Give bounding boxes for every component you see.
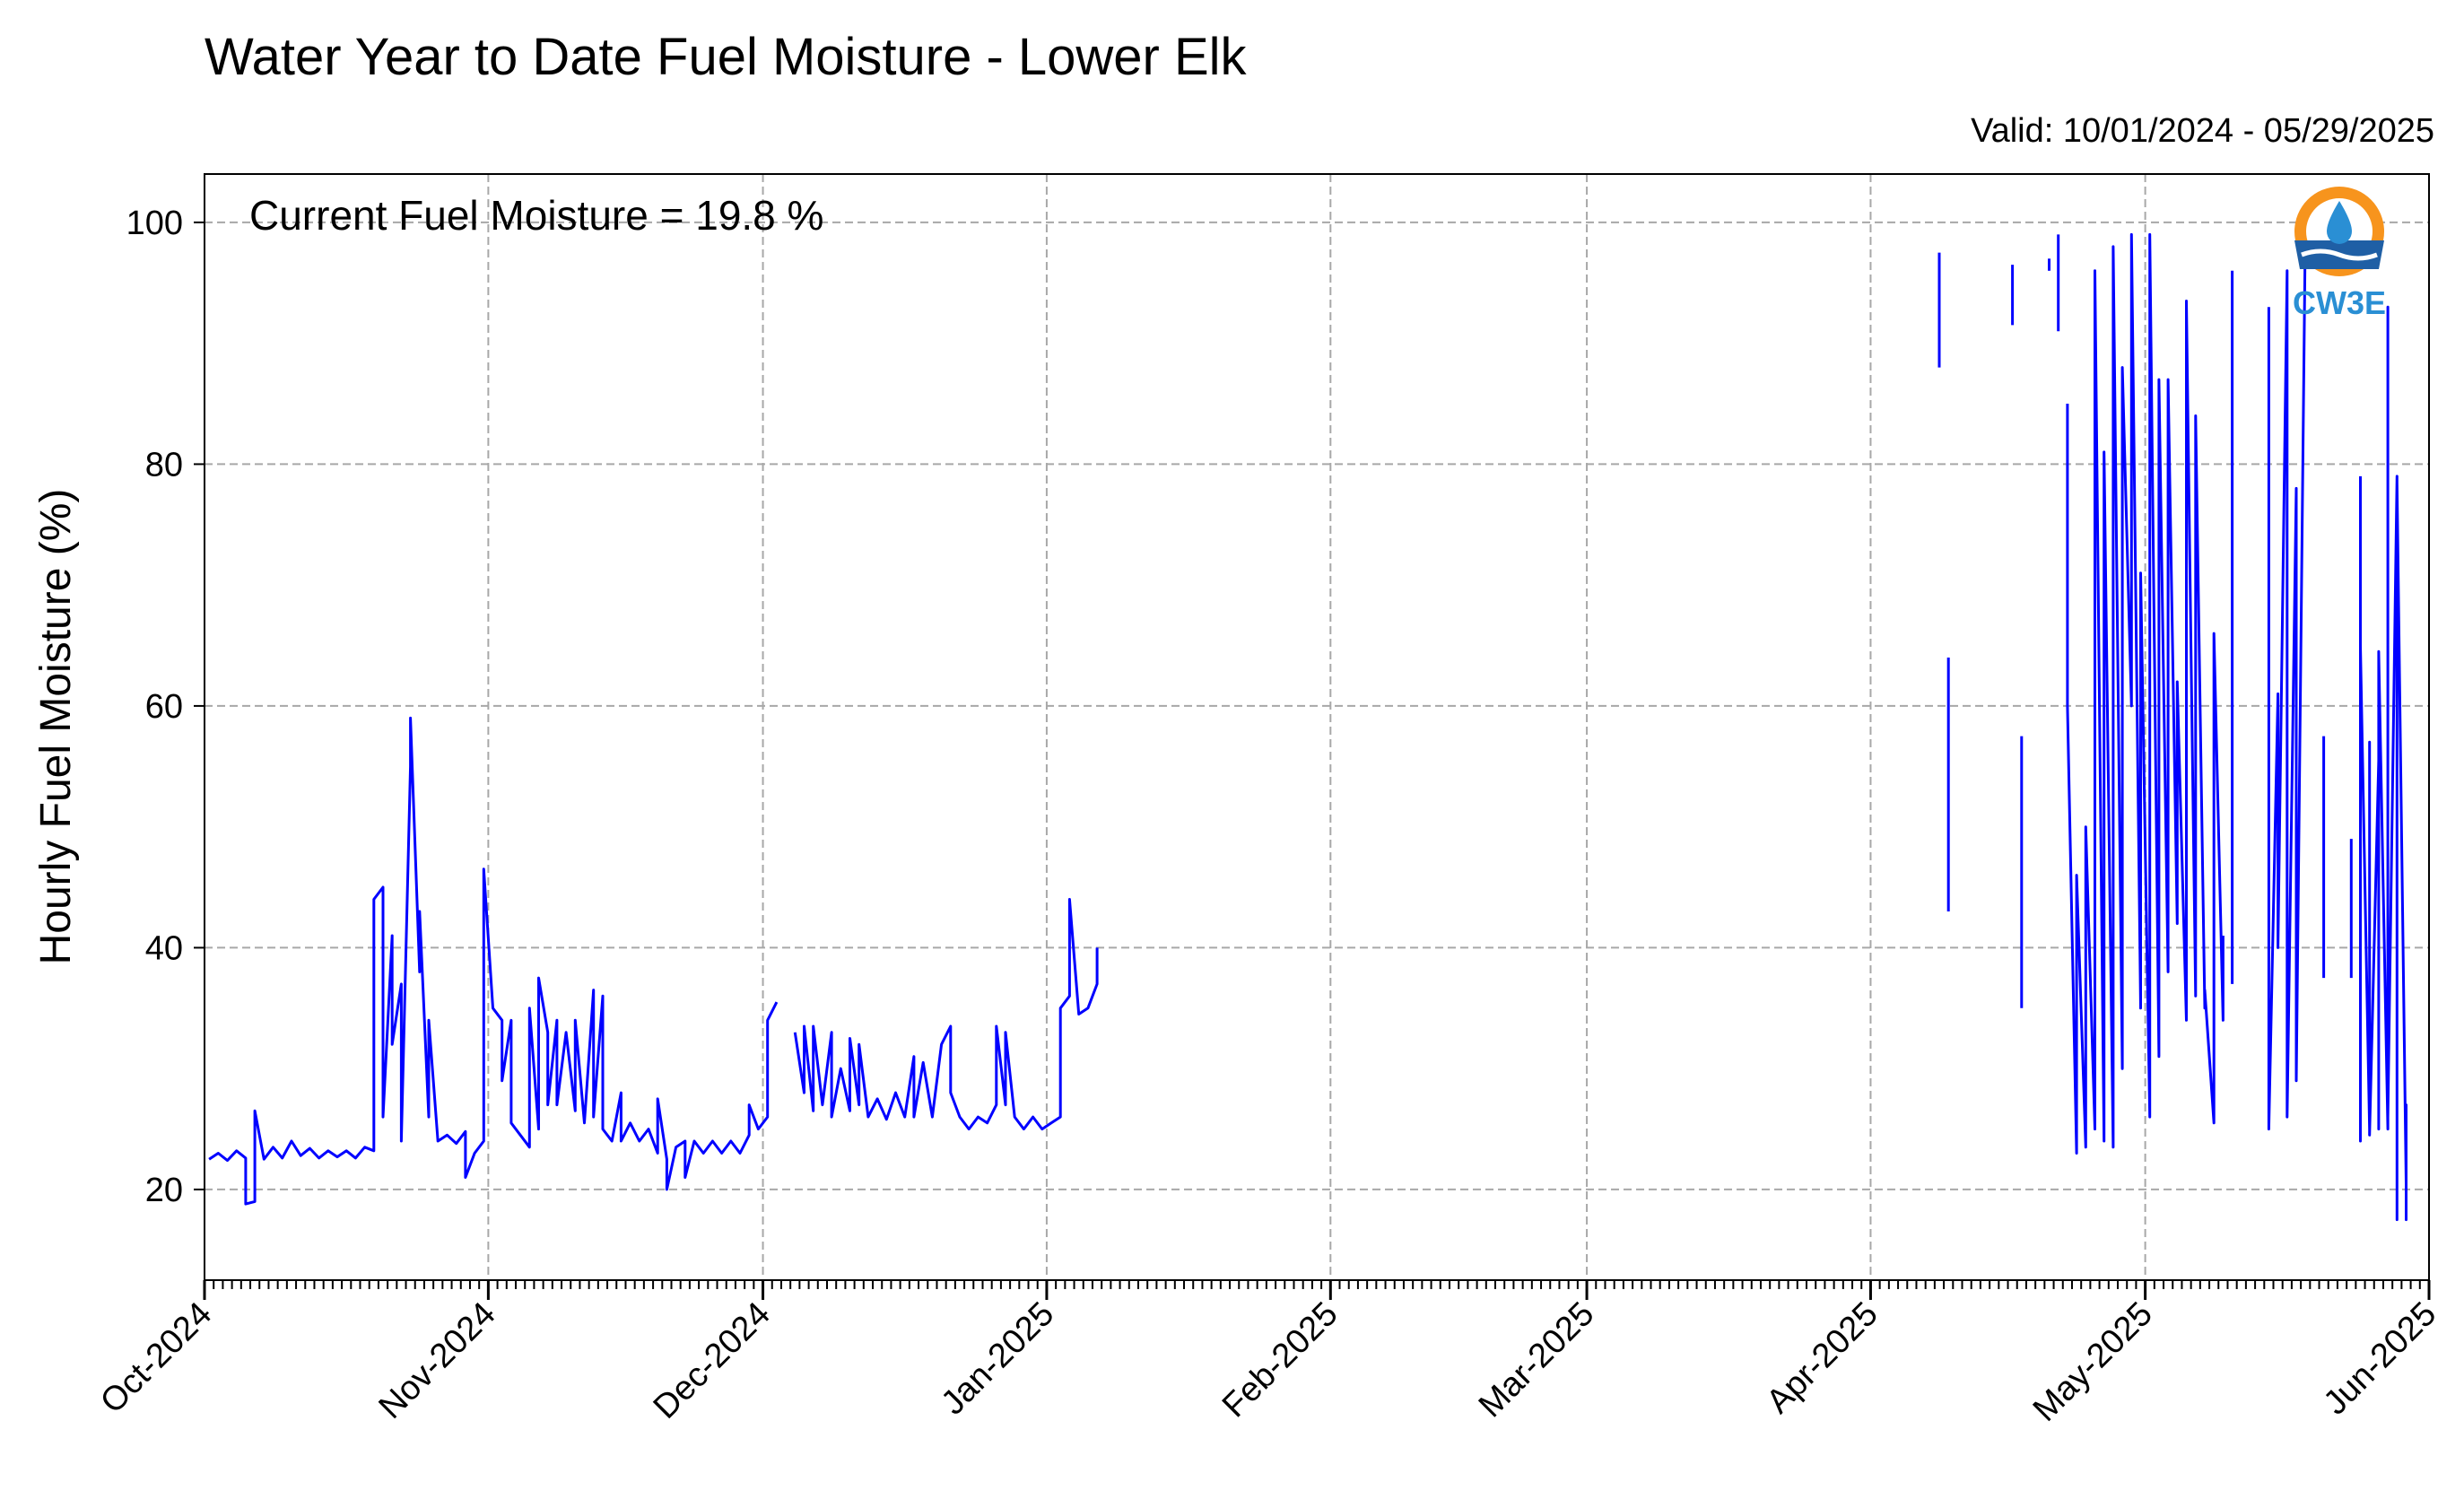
x-tick-label: Mar-2025 (1472, 1295, 1602, 1425)
fuel-moisture-line-segment (2359, 305, 2407, 1222)
y-tick-label: 60 (145, 688, 183, 726)
y-tick-label: 20 (145, 1172, 183, 1209)
y-tick-label: 80 (145, 446, 183, 484)
label-layer: 20 40 60 80 100 Oct-2024 Nov-2024 Dec-2024 Jan-2… (93, 205, 2443, 1429)
plot-frame (204, 173, 2430, 1281)
x-tick-label: Feb-2025 (1215, 1295, 1345, 1425)
cw3e-logo: CW3E (2293, 187, 2386, 321)
fuel-moisture-line-segment (793, 898, 1099, 1131)
x-tick-label: Oct-2024 (93, 1295, 219, 1421)
fuel-moisture-line-segment (2267, 222, 2307, 1131)
x-tick-label: Apr-2025 (1760, 1295, 1885, 1421)
y-tick-label: 40 (145, 929, 183, 967)
x-tick-label: Dec-2024 (647, 1295, 778, 1426)
tick-layer (194, 221, 2431, 1300)
logo-wave-line (2301, 248, 2378, 261)
x-tick-label: Jun-2025 (2317, 1295, 2444, 1423)
x-tick-label: Jan-2025 (935, 1295, 1062, 1423)
fuel-moisture-line-segment (2066, 232, 2225, 1155)
y-axis-label: Hourly Fuel Moisture (%) (32, 489, 80, 965)
x-tick-label: May-2025 (2026, 1295, 2160, 1429)
x-tick-label: Nov-2024 (372, 1295, 503, 1426)
chart-subtitle: Valid: 10/01/2024 - 05/29/2025 (1971, 112, 2434, 150)
logo-text: CW3E (2293, 284, 2386, 321)
line-layer (208, 222, 2407, 1222)
chart-title: Water Year to Date Fuel Moisture - Lower… (205, 28, 1247, 86)
water-drop-icon (2327, 201, 2352, 244)
y-tick-label: 100 (126, 205, 183, 242)
current-fuel-moisture-annotation: Current Fuel Moisture = 19.8 % (249, 192, 823, 239)
fuel-moisture-line-segment (208, 716, 779, 1206)
